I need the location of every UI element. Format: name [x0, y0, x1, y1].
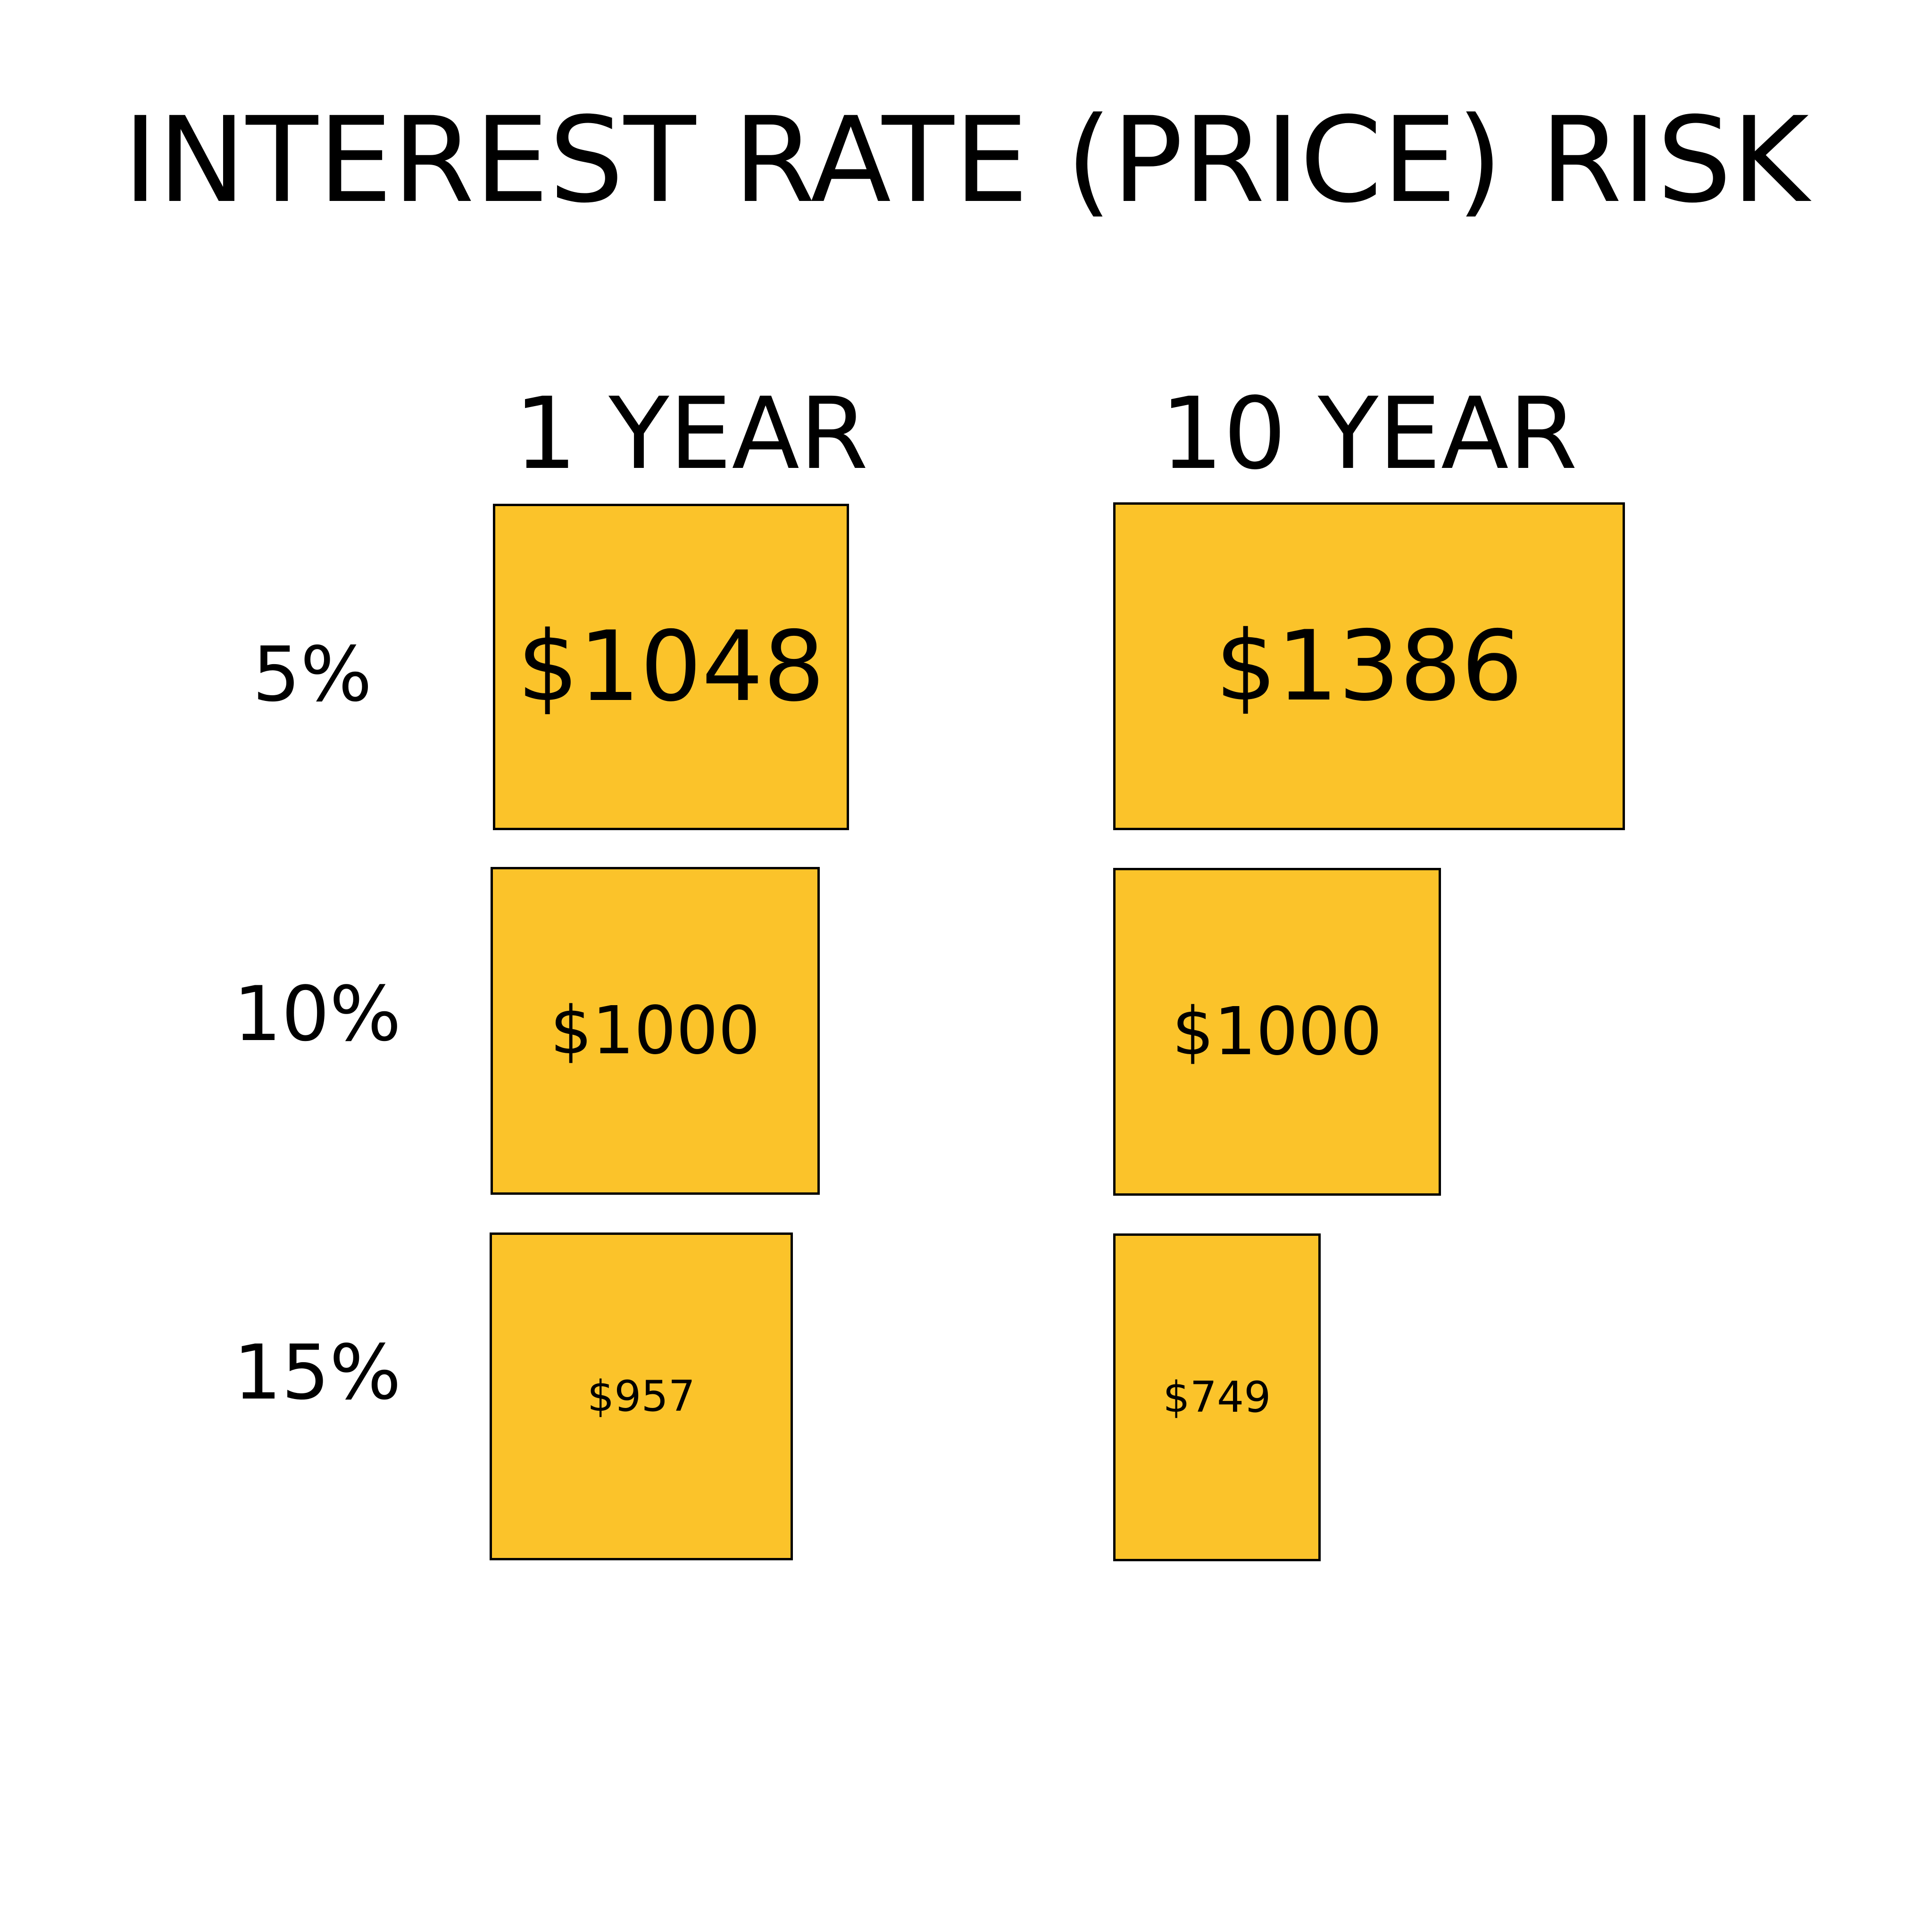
- price-value: $1048: [517, 611, 825, 723]
- column-header-1-year: 1 YEAR: [514, 376, 868, 491]
- price-value: $749: [1163, 1373, 1271, 1422]
- price-value: $1000: [1172, 993, 1382, 1070]
- price-box-1-year-15-percent: $957: [490, 1232, 793, 1560]
- column-header-10-year: 10 YEAR: [1160, 376, 1578, 491]
- row-label-10-percent: 10%: [233, 970, 401, 1058]
- price-value: $1000: [550, 992, 760, 1069]
- price-value: $1386: [1215, 610, 1523, 723]
- row-label-15-percent: 15%: [233, 1328, 401, 1416]
- price-box-1-year-10-percent: $1000: [491, 867, 820, 1195]
- price-value: $957: [587, 1372, 696, 1421]
- price-box-1-year-5-percent: $1048: [493, 504, 849, 830]
- price-box-10-year-5-percent: $1386: [1113, 502, 1625, 830]
- price-box-10-year-15-percent: $749: [1113, 1233, 1321, 1561]
- page-title: INTEREST RATE (PRICE) RISK: [123, 92, 1809, 229]
- row-label-5-percent: 5%: [252, 630, 372, 718]
- price-box-10-year-10-percent: $1000: [1113, 868, 1441, 1196]
